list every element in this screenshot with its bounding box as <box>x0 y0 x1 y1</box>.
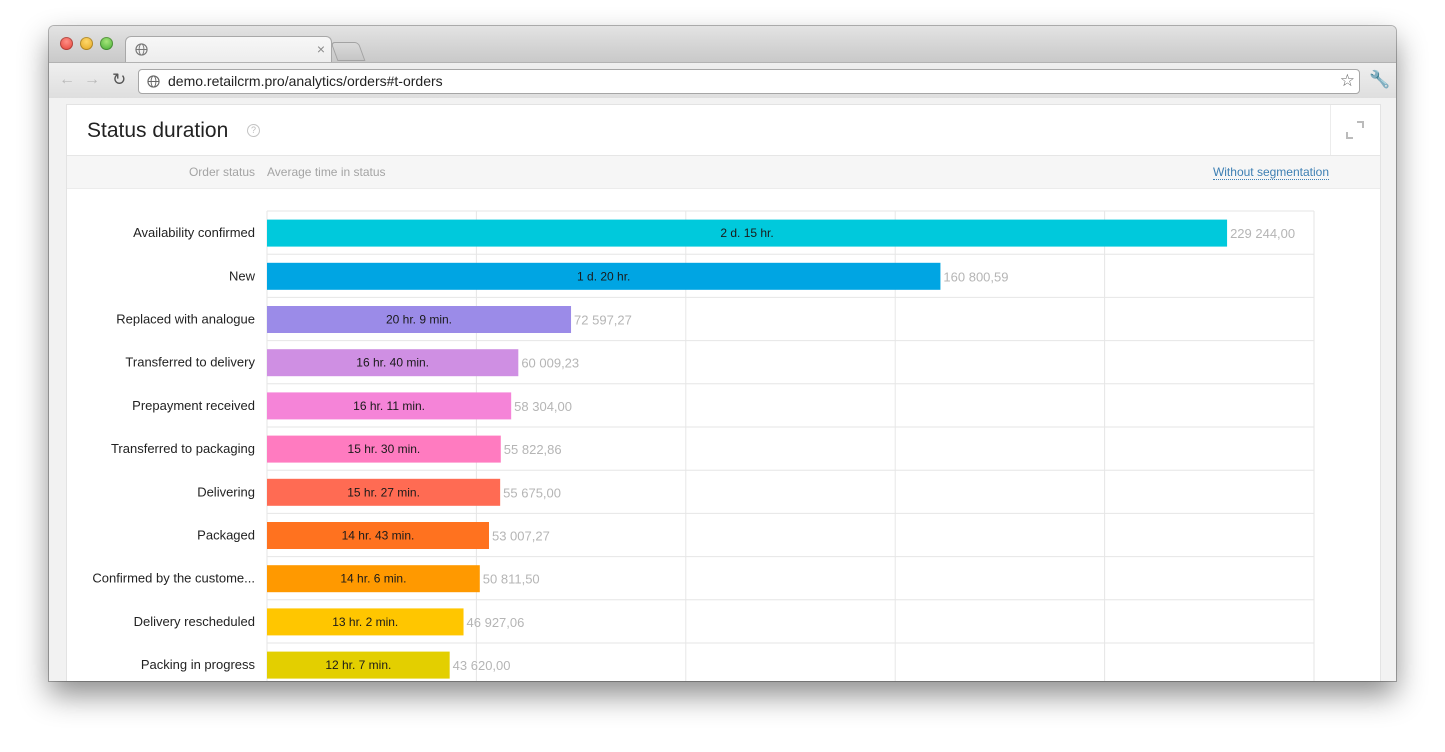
bar <box>267 219 1228 247</box>
bar-duration-label: 14 hr. 6 min. <box>340 572 406 586</box>
bar <box>267 435 501 463</box>
bar-duration-label: 13 hr. 2 min. <box>332 615 398 629</box>
bar <box>267 565 480 593</box>
status-duration-widget: Status duration ? Order status Average t… <box>67 105 1380 681</box>
bar-value-label: 55 675,00 <box>503 485 561 500</box>
bar-duration-label: 15 hr. 30 min. <box>348 442 421 456</box>
category-label: Replaced with analogue <box>116 312 255 327</box>
category-label: New <box>229 268 256 283</box>
url-text: demo.retailcrm.pro/analytics/orders#t-or… <box>168 73 443 89</box>
bar-duration-label: 15 hr. 27 min. <box>347 485 420 499</box>
bar <box>267 349 519 377</box>
title-bar: × <box>49 26 1396 64</box>
back-arrow-icon[interactable]: ← <box>59 71 75 88</box>
category-label: Transferred to packaging <box>111 441 255 456</box>
reload-icon[interactable]: ↻ <box>112 70 127 89</box>
bar <box>267 262 941 290</box>
globe-icon <box>135 43 148 56</box>
close-tab-icon[interactable]: × <box>316 41 325 57</box>
order-status-column-header: Order status <box>188 165 255 179</box>
bar-duration-label: 20 hr. 9 min. <box>386 313 452 327</box>
bar-duration-label: 16 hr. 11 min. <box>353 399 425 413</box>
new-tab-button[interactable] <box>330 42 366 61</box>
category-label: Delivering <box>197 484 255 499</box>
wrench-icon[interactable]: 🔧 <box>1369 70 1391 89</box>
category-label: Prepayment received <box>132 398 255 413</box>
expand-button[interactable] <box>1330 105 1380 155</box>
forward-arrow-icon[interactable]: → <box>84 71 100 88</box>
bookmark-star-icon[interactable]: ☆ <box>1339 71 1355 90</box>
bar-value-label: 50 811,50 <box>483 572 540 587</box>
address-bar[interactable]: demo.retailcrm.pro/analytics/orders#t-or… <box>138 69 1360 94</box>
bar-value-label: 58 304,00 <box>514 399 572 414</box>
bar-value-label: 160 800,59 <box>943 269 1008 284</box>
bar <box>267 608 464 636</box>
bar-duration-label: 12 hr. 7 min. <box>325 658 391 672</box>
status-duration-chart: Availability confirmed 2 d. 15 hr. 229 244… <box>92 210 1315 681</box>
category-label: Delivery rescheduled <box>134 614 255 629</box>
widget-title: Status duration <box>87 119 229 142</box>
bar-value-label: 55 822,86 <box>504 442 562 457</box>
minimize-window-button[interactable] <box>80 37 93 50</box>
bar <box>267 392 512 420</box>
widget-header: Status duration ? <box>67 105 1380 156</box>
bar-value-label: 43 620,00 <box>453 658 511 673</box>
bar-duration-label: 16 hr. 40 min. <box>356 356 429 370</box>
bar <box>267 522 489 549</box>
bar-value-label: 229 244,00 <box>1230 226 1295 241</box>
segmentation-link[interactable]: Without segmentation <box>1212 165 1329 180</box>
help-icon[interactable]: ? <box>247 124 260 137</box>
bar <box>267 306 572 333</box>
browser-tab[interactable]: × <box>125 36 332 64</box>
bar-value-label: 53 007,27 <box>492 529 550 544</box>
category-label: Confirmed by the custome... <box>92 571 255 586</box>
column-header-bar: Order status Average time in status With… <box>67 156 1380 189</box>
bar-value-label: 60 009,23 <box>521 356 579 371</box>
bar <box>267 651 450 679</box>
category-label: Transferred to delivery <box>125 355 255 370</box>
category-label: Packaged <box>197 528 255 543</box>
bar-duration-label: 14 hr. 43 min. <box>342 529 415 543</box>
browser-window: × ← → ↻ demo.retailcrm.pro/analytics/ord… <box>49 26 1396 681</box>
browser-toolbar: ← → ↻ demo.retailcrm.pro/analytics/order… <box>49 62 1396 100</box>
bar-duration-label: 2 d. 15 hr. <box>720 226 773 240</box>
globe-icon <box>147 75 160 88</box>
bar-value-label: 46 927,06 <box>467 615 525 630</box>
bar-value-label: 72 597,27 <box>574 313 632 328</box>
expand-icon <box>1346 121 1364 139</box>
bar <box>267 478 501 506</box>
average-time-column-header: Average time in status <box>267 165 386 179</box>
bar-duration-label: 1 d. 20 hr. <box>577 269 630 283</box>
page-viewport: Status duration ? Order status Average t… <box>49 98 1396 681</box>
zoom-window-button[interactable] <box>100 37 113 50</box>
category-label: Availability confirmed <box>133 225 255 240</box>
category-label: Packing in progress <box>141 657 256 672</box>
close-window-button[interactable] <box>60 37 73 50</box>
